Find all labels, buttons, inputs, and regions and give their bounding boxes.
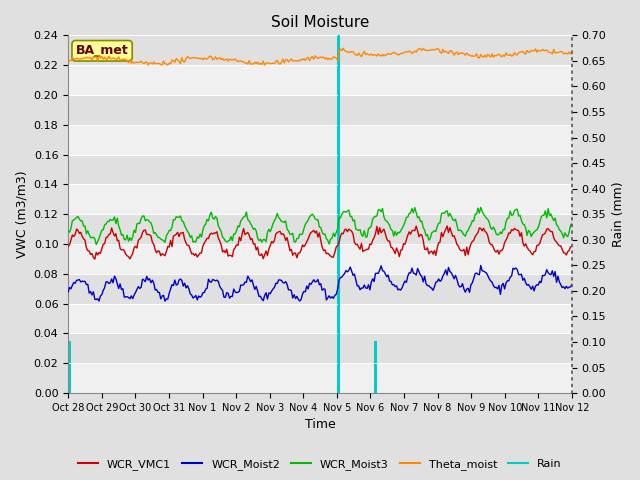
Bar xyxy=(337,36,340,393)
Bar xyxy=(374,341,377,393)
X-axis label: Time: Time xyxy=(305,419,335,432)
Bar xyxy=(68,244,572,274)
Bar xyxy=(68,184,572,214)
Bar xyxy=(68,304,572,334)
Y-axis label: Rain (mm): Rain (mm) xyxy=(612,181,625,247)
Bar xyxy=(68,214,572,244)
Bar xyxy=(68,36,572,65)
Y-axis label: VWC (m3/m3): VWC (m3/m3) xyxy=(15,170,28,258)
Bar xyxy=(68,334,572,363)
Bar xyxy=(68,95,572,125)
Text: BA_met: BA_met xyxy=(76,44,129,57)
Legend: WCR_VMC1, WCR_Moist2, WCR_Moist3, Theta_moist, Rain: WCR_VMC1, WCR_Moist2, WCR_Moist3, Theta_… xyxy=(74,455,566,474)
Bar xyxy=(68,155,572,184)
Title: Soil Moisture: Soil Moisture xyxy=(271,15,369,30)
Bar xyxy=(68,125,572,155)
Bar xyxy=(68,65,572,95)
Bar xyxy=(68,341,71,393)
Bar xyxy=(68,363,572,393)
Bar xyxy=(68,274,572,304)
